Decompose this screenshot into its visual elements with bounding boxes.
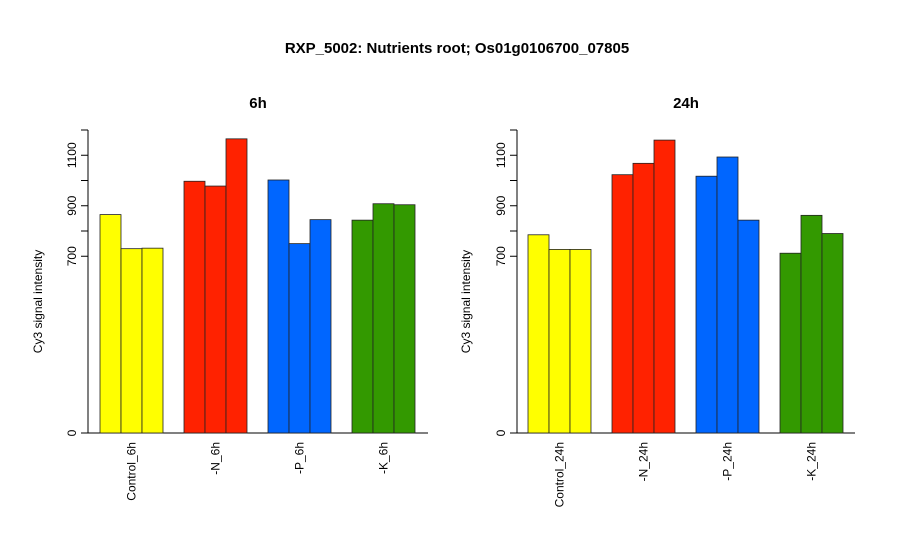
category-label: Control_6h xyxy=(125,442,139,501)
bar-n-6h-2 xyxy=(204,185,227,434)
panel-title: 24h xyxy=(673,95,699,112)
bar-p-6h-2 xyxy=(288,243,311,434)
bar-n-6h-3 xyxy=(225,138,248,434)
y-tick-label: 1100 xyxy=(65,142,79,168)
category-label: -N_6h xyxy=(209,442,223,475)
panel-title: 6h xyxy=(249,95,267,112)
bar-n-24h-3 xyxy=(653,139,676,434)
bar-control-24h-2 xyxy=(548,249,571,434)
y-tick-label: 700 xyxy=(494,246,508,266)
y-tick-label: 700 xyxy=(65,246,79,266)
bar-p-24h-2 xyxy=(716,156,739,434)
category-label: -K_24h xyxy=(805,442,819,481)
bar-control-6h-3 xyxy=(141,247,164,434)
y-tick-label: 900 xyxy=(65,195,79,215)
category-label: -P_6h xyxy=(293,442,307,474)
bar-k-6h-3 xyxy=(393,204,416,434)
category-label: Control_24h xyxy=(553,442,567,507)
bar-p-24h-1 xyxy=(695,175,718,434)
y-tick-label: 0 xyxy=(494,429,508,436)
y-tick-label: 0 xyxy=(65,429,79,436)
bar-p-24h-3 xyxy=(737,219,760,434)
bar-p-6h-1 xyxy=(267,179,290,434)
y-tick-label: 900 xyxy=(494,195,508,215)
bar-k-24h-2 xyxy=(800,214,823,434)
chart-panel-24h: 24h Cy3 signal intensity 0 700 900 1100 Contro… xyxy=(459,95,855,507)
chart-panel-6h: 6h Cy3 signal intensity 0 700 900 1100 Control… xyxy=(31,95,428,501)
bar-k-24h-1 xyxy=(779,252,802,434)
y-axis-label: Cy3 signal intensity xyxy=(31,250,45,353)
main-title: RXP_5002: Nutrients root; Os01g0106700_0… xyxy=(285,40,629,57)
bar-k-24h-3 xyxy=(821,233,844,434)
bar-control-24h-3 xyxy=(569,249,592,434)
bar-n-6h-1 xyxy=(183,180,206,434)
bar-control-24h-1 xyxy=(527,234,550,434)
bar-n-24h-2 xyxy=(632,162,655,434)
bar-control-6h-1 xyxy=(99,214,122,434)
bar-k-6h-2 xyxy=(372,203,395,434)
bar-p-6h-3 xyxy=(309,219,332,434)
category-label: -N_24h xyxy=(637,442,651,481)
bar-k-6h-1 xyxy=(351,219,374,434)
bar-n-24h-1 xyxy=(611,174,634,434)
y-axis-label: Cy3 signal intensity xyxy=(459,250,473,353)
category-label: -K_6h xyxy=(377,442,391,474)
y-tick-label: 1100 xyxy=(494,142,508,168)
category-label: -P_24h xyxy=(721,442,735,481)
bar-control-6h-2 xyxy=(120,248,143,434)
